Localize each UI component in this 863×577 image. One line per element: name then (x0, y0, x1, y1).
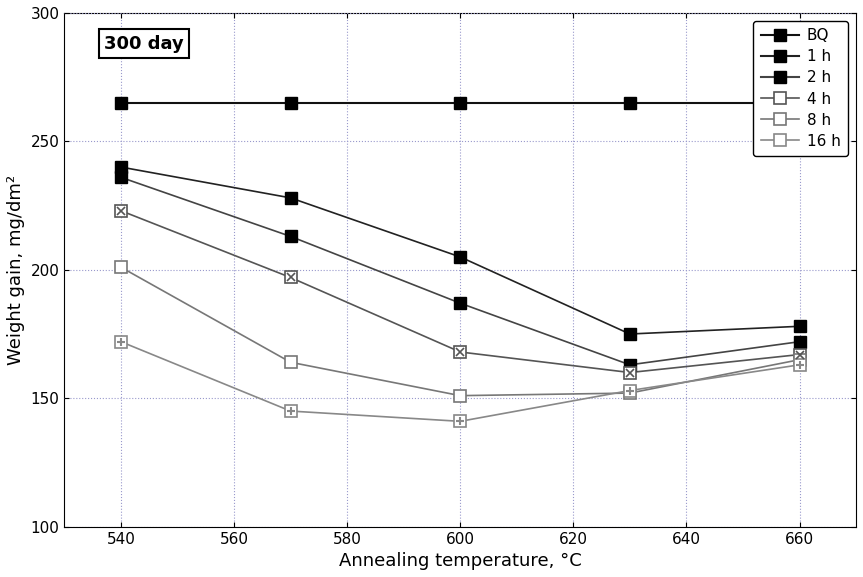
Text: (b): (b) (753, 34, 781, 53)
Text: 300 day: 300 day (104, 35, 184, 53)
Legend: BQ, 1 h, 2 h, 4 h, 8 h, 16 h: BQ, 1 h, 2 h, 4 h, 8 h, 16 h (753, 21, 848, 156)
X-axis label: Annealing temperature, °C: Annealing temperature, °C (339, 552, 582, 570)
Y-axis label: Weight gain, mg/dm²: Weight gain, mg/dm² (7, 175, 25, 365)
